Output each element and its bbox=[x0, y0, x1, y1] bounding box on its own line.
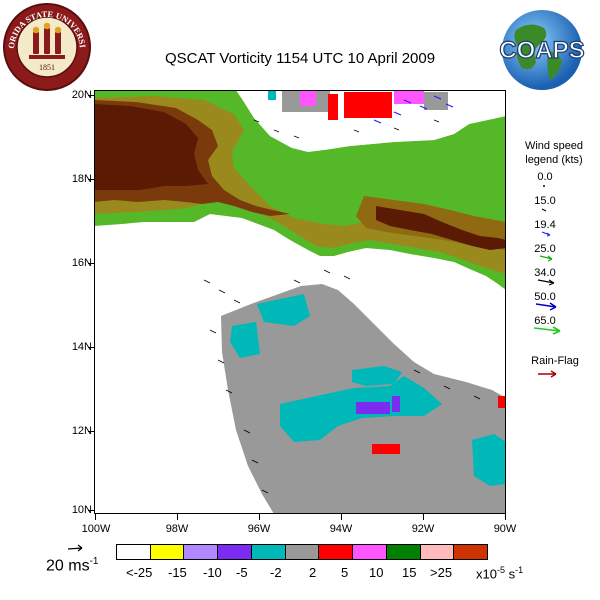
fsu-seal-logo: FLORIDA STATE UNIVERSITY 1851 bbox=[2, 2, 91, 91]
vorticity-high-patch bbox=[372, 444, 400, 454]
colorbar-label: -15 bbox=[168, 565, 187, 580]
reference-value: 20 ms bbox=[46, 557, 90, 575]
vorticity-negative-patch-2 bbox=[392, 396, 400, 412]
wind-legend-arrows bbox=[533, 185, 561, 335]
wind-legend-value: 34.0 bbox=[534, 267, 556, 279]
lon-tick bbox=[177, 514, 178, 520]
map-title: QSCAT Vorticity 1154 UTC 10 April 2009 bbox=[164, 50, 436, 67]
lat-tick bbox=[88, 347, 94, 348]
colorbar-label: >25 bbox=[430, 565, 453, 580]
units-base: x10 bbox=[476, 566, 497, 582]
colorbar-segment bbox=[150, 545, 185, 559]
lat-tick bbox=[88, 95, 94, 96]
colorbar-segment bbox=[184, 545, 219, 559]
wind-arrow-50-icon bbox=[535, 302, 557, 311]
rain-flag-label: Rain-Flag bbox=[531, 355, 579, 367]
wind-arrow-15-icon bbox=[541, 208, 547, 212]
vorticity-map bbox=[94, 90, 506, 514]
wind-legend-value: 0.0 bbox=[537, 171, 553, 183]
coaps-logo-text: COAPS bbox=[499, 37, 584, 64]
reference-arrow-icon bbox=[67, 544, 83, 552]
colorbar-segment bbox=[117, 545, 151, 559]
lat-label: 10N bbox=[71, 504, 92, 516]
wind-arrow-34-icon bbox=[537, 279, 555, 286]
colorbar-segment bbox=[285, 545, 320, 559]
lat-label: 14N bbox=[71, 341, 92, 353]
wind-legend-value: 15.0 bbox=[534, 195, 556, 207]
units-tail: s bbox=[508, 566, 516, 582]
lon-tick bbox=[341, 514, 342, 520]
wind-arrow-0-icon bbox=[543, 185, 545, 187]
vorticity-colorbar bbox=[116, 544, 488, 560]
wind-legend-value: 25.0 bbox=[534, 243, 556, 255]
colorbar-label: 15 bbox=[402, 565, 417, 580]
colorbar-segment bbox=[454, 545, 488, 559]
lon-tick bbox=[95, 514, 96, 520]
wind-arrow-65-icon bbox=[533, 326, 561, 335]
lat-tick bbox=[88, 263, 94, 264]
wind-legend-title: Wind speed legend (kts) bbox=[508, 139, 600, 167]
lat-tick bbox=[88, 179, 94, 180]
reference-label: 20 ms-1 bbox=[46, 556, 98, 575]
lon-tick bbox=[423, 514, 424, 520]
colorbar-label: 10 bbox=[369, 565, 384, 580]
coaps-logo: COAPS bbox=[499, 10, 585, 90]
vorticity-negative-patch bbox=[356, 402, 390, 414]
land-mountains-east bbox=[376, 206, 506, 250]
lon-label: 98W bbox=[165, 523, 189, 535]
units-exponent: -5 bbox=[496, 565, 505, 575]
colorbar-label: -2 bbox=[270, 565, 282, 580]
lat-label: 18N bbox=[71, 173, 92, 185]
rain-flag-arrow-icon bbox=[538, 370, 557, 378]
colorbar-label: 2 bbox=[309, 565, 317, 580]
gulf-swath-patches bbox=[268, 90, 448, 120]
lat-label: 12N bbox=[71, 425, 92, 437]
colorbar-units: x10-5 s-1 bbox=[476, 565, 523, 581]
reference-exponent: -1 bbox=[89, 556, 99, 567]
wind-arrow-25-icon bbox=[539, 255, 553, 262]
colorbar-label: 5 bbox=[341, 565, 349, 580]
lon-tick bbox=[259, 514, 260, 520]
wind-legend-value: 50.0 bbox=[534, 291, 556, 303]
fsu-seal-year: 1851 bbox=[39, 63, 55, 72]
wind-legend-title-line2: legend (kts) bbox=[525, 154, 583, 166]
wind-legend-title-line1: Wind speed bbox=[524, 140, 584, 152]
lat-label: 20N bbox=[71, 89, 92, 101]
gulf-wind-vectors-blue bbox=[373, 95, 454, 124]
colorbar-segment bbox=[251, 545, 286, 559]
units-tail-exponent: -1 bbox=[515, 565, 524, 575]
colorbar-label: <-25 bbox=[126, 565, 153, 580]
colorbar-segment bbox=[386, 545, 421, 559]
land-mountains-core bbox=[94, 104, 208, 190]
colorbar-label: -10 bbox=[203, 565, 222, 580]
wind-legend-value: 19.4 bbox=[534, 219, 556, 231]
lat-tick bbox=[88, 431, 94, 432]
lon-label: 94W bbox=[329, 523, 353, 535]
lon-label: 100W bbox=[81, 523, 111, 535]
wind-arrow-19-icon bbox=[541, 231, 551, 237]
colorbar-segment bbox=[319, 545, 354, 559]
lat-label: 16N bbox=[71, 257, 92, 269]
colorbar-segment bbox=[353, 545, 387, 559]
lon-tick bbox=[505, 514, 506, 520]
wind-vectors bbox=[203, 119, 481, 494]
lon-label: 92W bbox=[411, 523, 435, 535]
colorbar-label: -5 bbox=[236, 565, 248, 580]
vorticity-high-patch-edge bbox=[498, 396, 506, 408]
wind-legend-value: 65.0 bbox=[534, 315, 556, 327]
colorbar-segment bbox=[218, 545, 252, 559]
lon-label: 90W bbox=[493, 523, 517, 535]
lon-label: 96W bbox=[247, 523, 271, 535]
lat-tick bbox=[88, 510, 94, 511]
colorbar-segment bbox=[420, 545, 455, 559]
